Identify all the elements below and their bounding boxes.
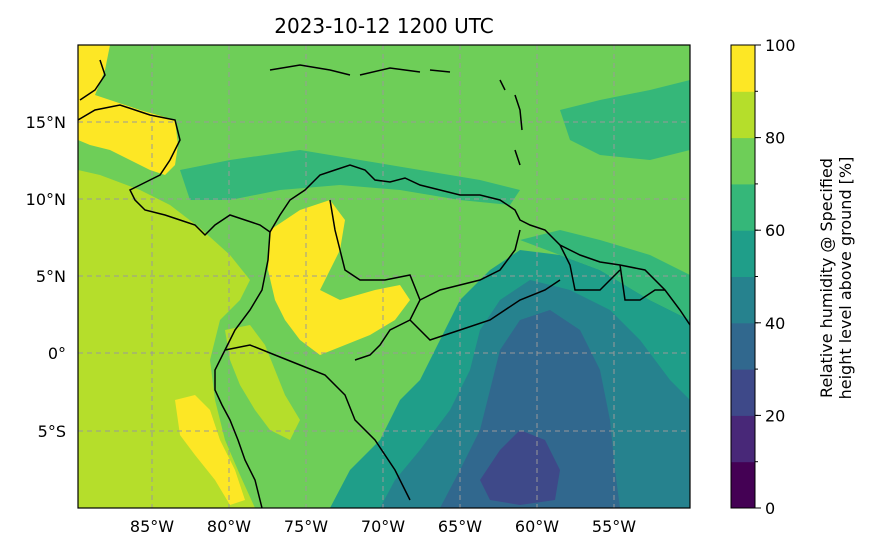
humidity-zone-andes-2	[225, 325, 300, 440]
coastline-pacific	[214, 231, 271, 508]
colorbar-swatch	[731, 45, 755, 92]
lon-tick-label: 60°W	[515, 517, 559, 536]
humidity-zone-amazon-dry	[440, 310, 620, 508]
colorbar-tick-label: 100	[765, 36, 796, 55]
lat-tick-label: 5°S	[38, 422, 66, 441]
colorbar-swatch	[731, 183, 755, 231]
lat-tick-label: 10°N	[26, 190, 66, 209]
lat-tick-label: 15°N	[26, 113, 66, 132]
border-venezuela	[419, 229, 521, 301]
humidity-zone-guiana	[520, 230, 690, 320]
border-peru	[224, 344, 411, 501]
lon-tick-label: 80°W	[207, 517, 251, 536]
lon-tick-label: 75°W	[284, 517, 328, 536]
lon-tick-label: 70°W	[361, 517, 405, 536]
colorbar-tick-label: 60	[765, 221, 785, 240]
humidity-zone-andes	[268, 200, 410, 355]
colorbar-tick-label: 40	[765, 314, 785, 333]
colorbar-swatch	[731, 415, 755, 463]
colorbar-label: Relative humidity @ Specified height lev…	[817, 157, 855, 400]
humidity-zone-central-america	[78, 45, 178, 175]
humidity-zone-amazon-driest	[480, 430, 560, 505]
border-brazil	[409, 279, 561, 341]
colorbar-swatch	[731, 91, 755, 139]
colorbar-tick-label: 80	[765, 129, 785, 148]
colorbar-swatch	[731, 322, 755, 370]
colorbar-swatch	[731, 276, 755, 324]
humidity-zone-atlantic	[560, 80, 690, 160]
colorbar-tick-label: 0	[765, 499, 775, 518]
colorbar-swatch	[731, 230, 755, 277]
humidity-zone-caribbean	[180, 150, 520, 205]
colorbar: 0 20 40 60 80 100	[730, 36, 796, 518]
graticule	[78, 45, 690, 508]
map-title: 2023-10-12 1200 UTC	[274, 14, 494, 38]
humidity-field	[78, 45, 690, 508]
map-frame	[77, 44, 691, 509]
colorbar-label-line2: height level above ground [%]	[836, 157, 855, 400]
colorbar-swatch	[731, 137, 755, 185]
coastline-south-america	[269, 164, 690, 326]
colorbar-tick-label: 20	[765, 406, 785, 425]
lon-tick-label: 55°W	[592, 517, 636, 536]
lon-tick-label: 85°W	[130, 517, 174, 536]
lat-tick-label: 0°	[48, 344, 66, 363]
lon-tick-label: 65°W	[438, 517, 482, 536]
humidity-zone-pacific-yellow	[175, 395, 245, 505]
coastlines	[78, 59, 690, 508]
colorbar-swatch	[731, 369, 755, 416]
border-guianas	[559, 244, 665, 301]
coastline-islands	[269, 64, 523, 166]
border-colombia	[329, 199, 421, 361]
lat-tick-label: 5°N	[36, 267, 66, 286]
colorbar-swatch	[731, 461, 755, 509]
colorbar-label-line1: Relative humidity @ Specified	[817, 158, 836, 398]
lon-axis: 85°W 80°W 75°W 70°W 65°W 60°W 55°W	[130, 517, 636, 536]
coastline-central-america	[78, 59, 271, 237]
lat-axis: 15°N 10°N 5°N 0° 5°S	[26, 113, 66, 441]
